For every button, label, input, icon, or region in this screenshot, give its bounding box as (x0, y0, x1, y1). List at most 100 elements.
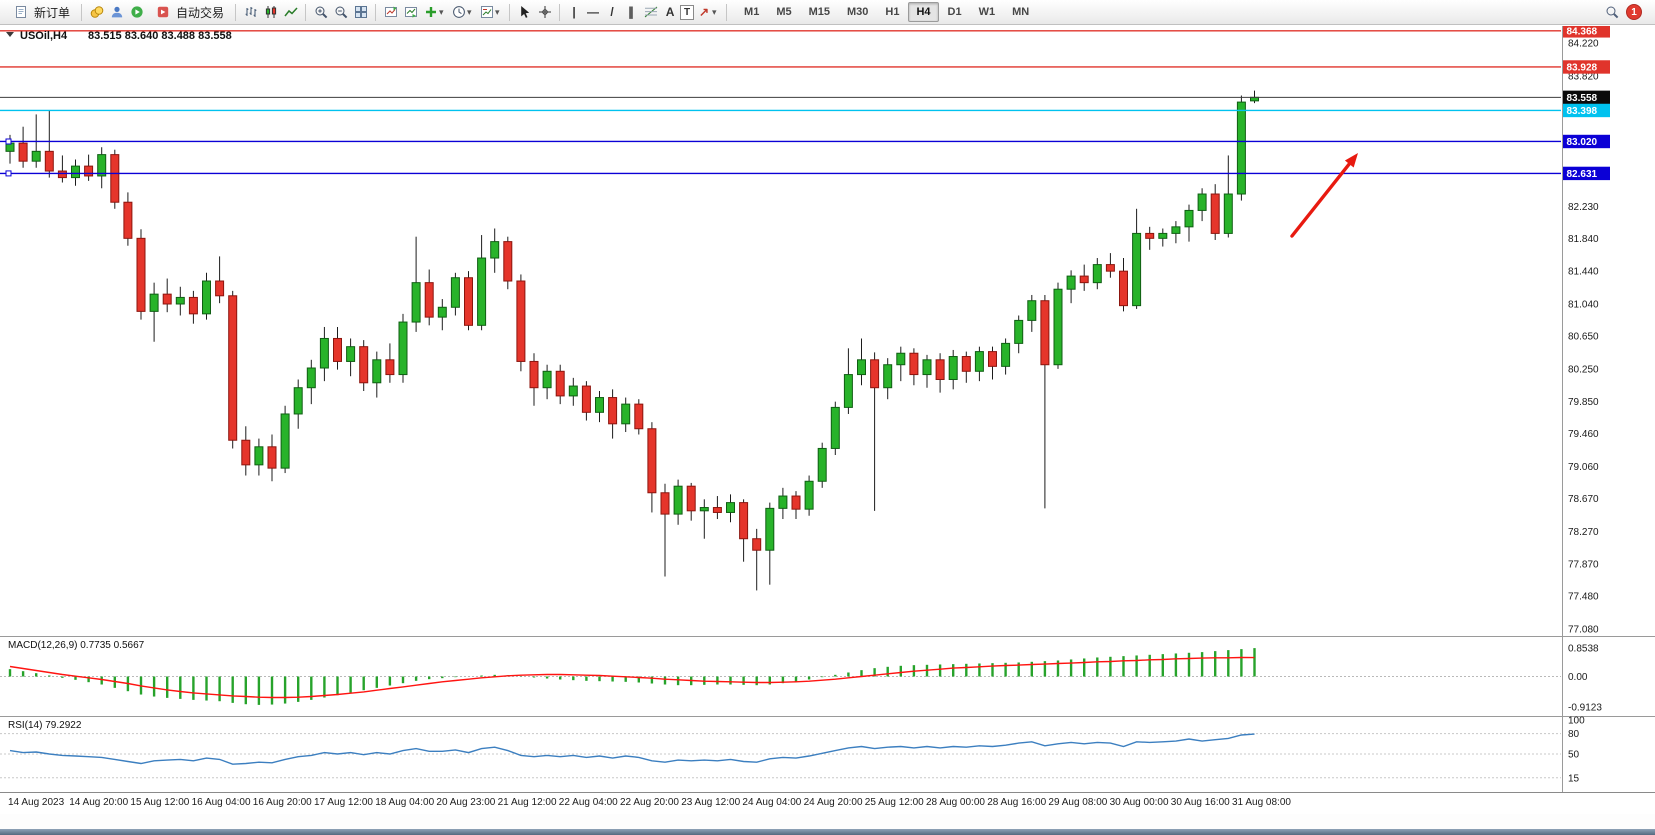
price-badge (1563, 103, 1610, 118)
trend-arrow[interactable] (1290, 162, 1351, 238)
candle-down (935, 359, 945, 380)
time-axis-label: 23 Aug 12:00 (681, 797, 741, 808)
candle-up (175, 296, 185, 305)
price-scale[interactable] (1563, 26, 1655, 792)
vertical-line-tool[interactable]: | (572, 5, 576, 19)
candle-down (1210, 193, 1220, 234)
cursor-tool-icon[interactable] (515, 3, 534, 22)
time-axis-label: 17 Aug 12:00 (314, 797, 373, 808)
candle-up (372, 359, 382, 384)
candle-up (621, 403, 631, 425)
candle-up (31, 150, 41, 162)
trend-arrow-head[interactable] (1344, 153, 1358, 168)
timeframe-d1[interactable]: D1 (947, 6, 962, 18)
accounts-icon[interactable] (107, 3, 126, 22)
notification-badge[interactable]: 1 (1626, 4, 1642, 20)
tile-windows-icon[interactable] (351, 3, 370, 22)
candle-up (974, 351, 984, 372)
rsi-label: RSI(14) 79.2922 (8, 720, 82, 731)
timeframe-mn[interactable]: MN (1012, 6, 1030, 18)
chevron-down-icon[interactable]: ▾ (467, 6, 472, 17)
autotrade-label: 自动交易 (176, 5, 225, 20)
candle-up (1158, 232, 1168, 239)
auto-scroll-icon[interactable] (401, 3, 420, 22)
line-handle[interactable] (5, 170, 12, 177)
add-indicator-icon[interactable] (421, 3, 440, 22)
timeframe-m5[interactable]: M5 (776, 6, 792, 18)
autotrade-button[interactable]: 自动交易 (147, 1, 230, 24)
timeframe-m30[interactable]: M30 (847, 6, 869, 18)
macd-axis-label: 0.00 (1568, 672, 1588, 683)
candle-up (306, 367, 316, 389)
candle-up (673, 485, 683, 515)
chevron-down-icon[interactable]: ▾ (439, 6, 444, 17)
candlestick-mode-icon[interactable] (261, 3, 280, 22)
macd-axis-label: 0.8538 (1568, 643, 1599, 654)
crosshair-tool-icon[interactable] (535, 3, 554, 22)
candle-up (437, 306, 447, 318)
time-axis[interactable]: 14 Aug 2023 14 Aug 20:00 15 Aug 12:00 16 Au… (0, 792, 1655, 814)
candle-up (1092, 264, 1102, 284)
candle-up (1132, 232, 1142, 307)
time-axis-label: 29 Aug 08:00 (1048, 797, 1108, 808)
candle-down (712, 507, 722, 513)
fibonacci-tool-icon[interactable] (641, 3, 660, 22)
time-axis-label: 16 Aug 04:00 (191, 797, 251, 808)
candle-down (791, 495, 801, 510)
timeframe-m15[interactable]: M15 (808, 6, 830, 18)
chart-background[interactable] (0, 26, 1655, 792)
chevron-down-icon[interactable]: ▾ (712, 6, 717, 17)
price-axis-label: 81.440 (1568, 267, 1599, 278)
timeframe-w1[interactable]: W1 (978, 6, 996, 18)
time-axis-label: 30 Aug 16:00 (1170, 797, 1230, 808)
price-badge-label: 84.368 (1567, 26, 1598, 37)
rsi-line (9, 733, 1255, 765)
candle-down (464, 277, 473, 326)
line-handle[interactable] (5, 138, 12, 145)
chevron-down-icon[interactable]: ▾ (495, 6, 500, 17)
zoom-out-icon[interactable] (331, 3, 350, 22)
new-order-button[interactable]: 新订单 (5, 1, 76, 24)
chart-header-symbol: USOil,H4 (20, 30, 68, 42)
search-icon[interactable] (1602, 3, 1621, 22)
market-watch-icon[interactable] (87, 3, 106, 22)
candle-up (778, 495, 788, 509)
candle-down (660, 492, 670, 515)
timeframe-m1[interactable]: M1 (744, 6, 760, 18)
candle-up (830, 406, 840, 449)
timeframe-h4[interactable]: H4 (908, 2, 939, 22)
candle-down (581, 385, 591, 413)
candle-up (254, 446, 264, 466)
price-axis-label: 80.250 (1568, 364, 1599, 375)
price-badge-label: 83.020 (1567, 137, 1598, 148)
price-badge-label: 83.928 (1567, 63, 1598, 74)
macd-histogram (8, 648, 1256, 705)
one-click-panel-toggle-icon[interactable] (6, 32, 14, 37)
horizontal-line-tool[interactable]: — (587, 5, 600, 19)
shapes-tool[interactable]: ↗ (699, 5, 710, 19)
candle-up (765, 507, 775, 551)
trendline-tool[interactable]: / (610, 5, 614, 19)
candle-up (202, 280, 211, 315)
channel-tool[interactable]: ∥ (628, 5, 635, 19)
strategy-tester-icon[interactable] (127, 3, 146, 22)
line-chart-mode-icon[interactable] (281, 3, 300, 22)
candle-up (883, 364, 893, 389)
periods-clock-icon[interactable] (449, 3, 468, 22)
chart-template-icon[interactable] (477, 3, 496, 22)
chart-shift-icon[interactable] (381, 3, 400, 22)
textbox-tool[interactable]: T (680, 4, 695, 20)
candle-up (1236, 101, 1246, 195)
zoom-in-icon[interactable] (311, 3, 330, 22)
candle-up (97, 154, 107, 177)
time-axis-label: 16 Aug 20:00 (252, 797, 312, 808)
text-tool[interactable]: A (665, 5, 675, 19)
timeframe-h1[interactable]: H1 (885, 6, 900, 18)
bar-chart-mode-icon[interactable] (241, 3, 260, 22)
candle-up (922, 359, 932, 376)
candle-up (817, 447, 827, 482)
time-axis-label: 22 Aug 20:00 (620, 797, 679, 808)
candle-down (267, 446, 277, 469)
chart-svg: 84.220 83.820 82.230 81.840 81.440 81.040 80.6… (0, 26, 1655, 792)
candle-down (909, 352, 919, 376)
